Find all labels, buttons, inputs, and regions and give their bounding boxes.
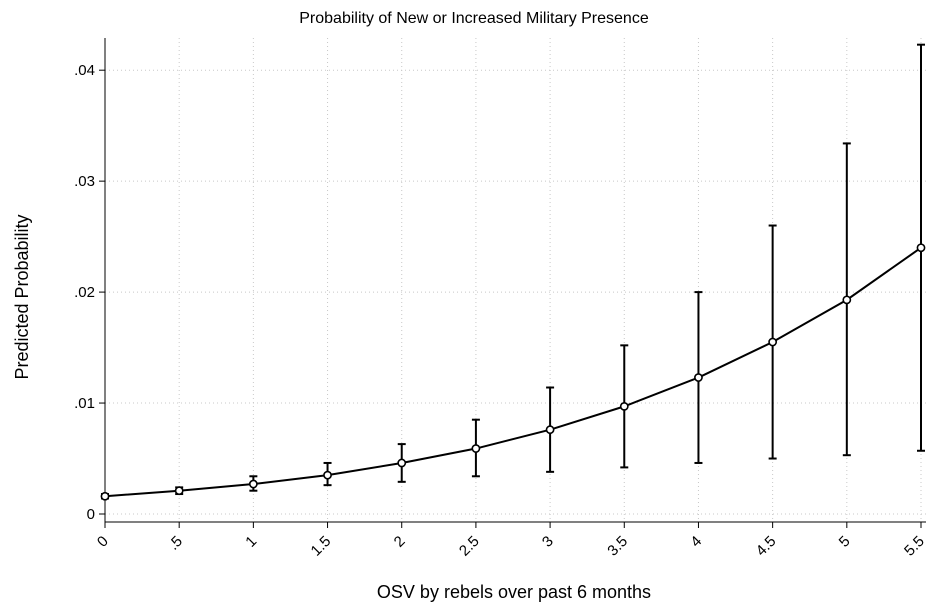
data-point	[100, 491, 110, 501]
confidence-intervals	[101, 43, 925, 500]
data-point	[471, 444, 481, 453]
x-tick-label: 3.5	[604, 533, 631, 560]
x-tick-label: 5	[836, 533, 854, 551]
chart-title: Probability of New or Increased Military…	[299, 10, 649, 27]
series-line-group	[104, 246, 922, 498]
x-axis-label: OSV by rebels over past 6 months	[377, 582, 651, 602]
x-tick-label: 3	[539, 533, 557, 551]
data-point	[248, 479, 258, 489]
data-point	[768, 337, 778, 347]
x-tick-label: 2.5	[456, 533, 483, 560]
x-tick-label: .5	[165, 533, 186, 554]
y-tick-label: .01	[74, 395, 95, 412]
data-point	[916, 243, 926, 253]
data-point	[619, 401, 629, 411]
grid	[104, 38, 926, 522]
data-point	[397, 458, 407, 468]
axes: 0 .01 .02 .03 .04 0 .5 1 1.5 2 2.5 3 3.5 4 4.5 5 5.5	[74, 38, 926, 560]
data-point	[323, 470, 332, 480]
y-tick-label: 0	[87, 506, 95, 523]
y-tick-label: .04	[74, 62, 95, 79]
data-point	[842, 295, 852, 305]
x-tick-label: 1.5	[308, 533, 335, 560]
y-axis-label: Predicted Probability	[12, 214, 32, 379]
data-points	[100, 243, 926, 501]
y-tick-label: .03	[74, 173, 95, 190]
x-tick-label: 5.5	[901, 533, 926, 560]
x-tick-label: 2	[391, 533, 409, 551]
data-point	[174, 486, 184, 496]
x-tick-label: 4.5	[753, 533, 780, 560]
x-tick-label: 1	[242, 533, 260, 551]
x-tick-label: 0	[94, 533, 112, 551]
x-tick-label: 4	[687, 533, 705, 551]
y-tick-label: .02	[74, 284, 95, 301]
data-point	[694, 373, 703, 382]
data-point	[545, 425, 555, 435]
series-line	[104, 246, 922, 498]
